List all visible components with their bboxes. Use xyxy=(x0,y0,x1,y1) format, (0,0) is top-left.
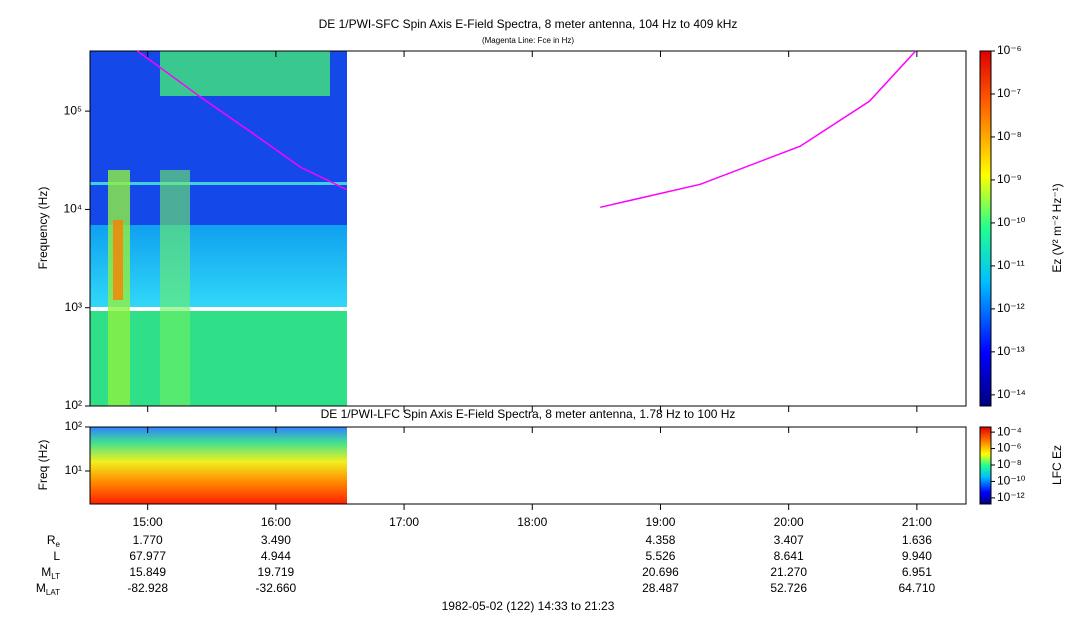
ephemeris-label-sub: e xyxy=(56,540,61,549)
ephemeris-label-sub: LAT xyxy=(46,588,60,597)
colorbar-tick-label: 10⁻⁸ xyxy=(997,457,1022,471)
ephemeris-value: -32.660 xyxy=(256,581,297,595)
x-tick-label: 21:00 xyxy=(902,515,932,529)
footer: 1982-05-02 (122) 14:33 to 21:23 xyxy=(442,599,615,613)
ephemeris-value: 6.951 xyxy=(902,565,932,579)
y-tick-label: 10² xyxy=(65,398,82,412)
y-tick-label: 10⁴ xyxy=(63,202,82,216)
ephemeris-label: MLAT xyxy=(36,581,60,597)
x-tick-label: 15:00 xyxy=(133,515,163,529)
colorbar-tick-label: 10⁻¹¹ xyxy=(997,258,1025,272)
colorbar-tick-label: 10⁻¹³ xyxy=(997,344,1025,358)
x-tick-label: 16:00 xyxy=(261,515,291,529)
ephemeris-value: 3.490 xyxy=(261,533,291,547)
plot-frame xyxy=(89,50,967,407)
chart-title: DE 1/PWI-LFC Spin Axis E-Field Spectra, … xyxy=(321,407,736,421)
ephemeris-label-text: M xyxy=(41,565,51,579)
chart-title: DE 1/PWI-SFC Spin Axis E-Field Spectra, … xyxy=(319,17,738,31)
fce-line xyxy=(136,50,917,209)
colorbar-tick-label: 10⁻⁸ xyxy=(997,129,1022,143)
plot-frame xyxy=(89,426,967,505)
ephemeris-value: 52.726 xyxy=(770,581,807,595)
ephemeris-value: 3.407 xyxy=(774,533,804,547)
colorbar-tick-label: 10⁻¹² xyxy=(997,301,1025,315)
ephemeris-value: -82.928 xyxy=(127,581,168,595)
colorbar-tick-label: 10⁻¹⁴ xyxy=(997,387,1026,401)
ephemeris-value: 1.770 xyxy=(133,533,163,547)
colorbar-tick-label: 10⁻⁶ xyxy=(997,43,1022,57)
ephemeris-value: 28.487 xyxy=(642,581,679,595)
colorbar-tick-label: 10⁻⁴ xyxy=(997,424,1022,438)
x-tick-label: 20:00 xyxy=(774,515,804,529)
ephemeris-value: 9.940 xyxy=(902,549,932,563)
y-tick-label: 10³ xyxy=(65,300,82,314)
ephemeris-value: 1.636 xyxy=(902,533,932,547)
ephemeris-value: 20.696 xyxy=(642,565,679,579)
spectrogram-image xyxy=(90,51,991,504)
colorbar-tick-label: 10⁻¹⁰ xyxy=(997,215,1026,229)
ephemeris-value: 8.641 xyxy=(774,549,804,563)
y-tick-label: 10¹ xyxy=(65,463,82,477)
y-axis-label: Freq (Hz) xyxy=(36,440,50,491)
ephemeris-value: 67.977 xyxy=(129,549,166,563)
ephemeris-value: 4.944 xyxy=(261,549,291,563)
colorbar-label: Ez (V² m⁻² Hz⁻¹) xyxy=(1050,183,1064,272)
colorbar-tick-label: 10⁻⁶ xyxy=(997,441,1022,455)
x-tick-label: 19:00 xyxy=(645,515,675,529)
colorbar-tick-label: 10⁻¹² xyxy=(997,490,1025,504)
ephemeris-label-text: R xyxy=(47,533,56,547)
ephemeris-label-sub: LT xyxy=(51,572,60,581)
x-tick-label: 17:00 xyxy=(389,515,419,529)
ephemeris-value: 4.358 xyxy=(645,533,675,547)
chart-subtitle: (Magenta Line: Fce in Hz) xyxy=(482,36,574,45)
ephemeris-label: L xyxy=(53,549,60,563)
y-axis-label: Frequency (Hz) xyxy=(36,187,50,270)
ephemeris-label: Re xyxy=(47,533,61,549)
ephemeris-label: MLT xyxy=(41,565,60,581)
ephemeris-label-text: M xyxy=(36,581,46,595)
y-tick-label: 10⁵ xyxy=(64,103,82,117)
colorbar-label: LFC Ez xyxy=(1050,445,1064,485)
colorbar-frame xyxy=(979,50,992,407)
x-tick-label: 18:00 xyxy=(517,515,547,529)
colorbar-tick-label: 10⁻¹⁰ xyxy=(997,474,1026,488)
ephemeris-value: 64.710 xyxy=(899,581,936,595)
ephemeris-label-text: L xyxy=(53,549,60,563)
ephemeris-value: 15.849 xyxy=(129,565,166,579)
ephemeris-value: 5.526 xyxy=(645,549,675,563)
colorbar-tick-label: 10⁻⁹ xyxy=(997,172,1022,186)
y-tick-label: 10² xyxy=(65,419,82,433)
colorbar-tick-label: 10⁻⁷ xyxy=(997,86,1021,100)
ephemeris-value: 21.270 xyxy=(770,565,807,579)
ephemeris-value: 19.719 xyxy=(258,565,295,579)
